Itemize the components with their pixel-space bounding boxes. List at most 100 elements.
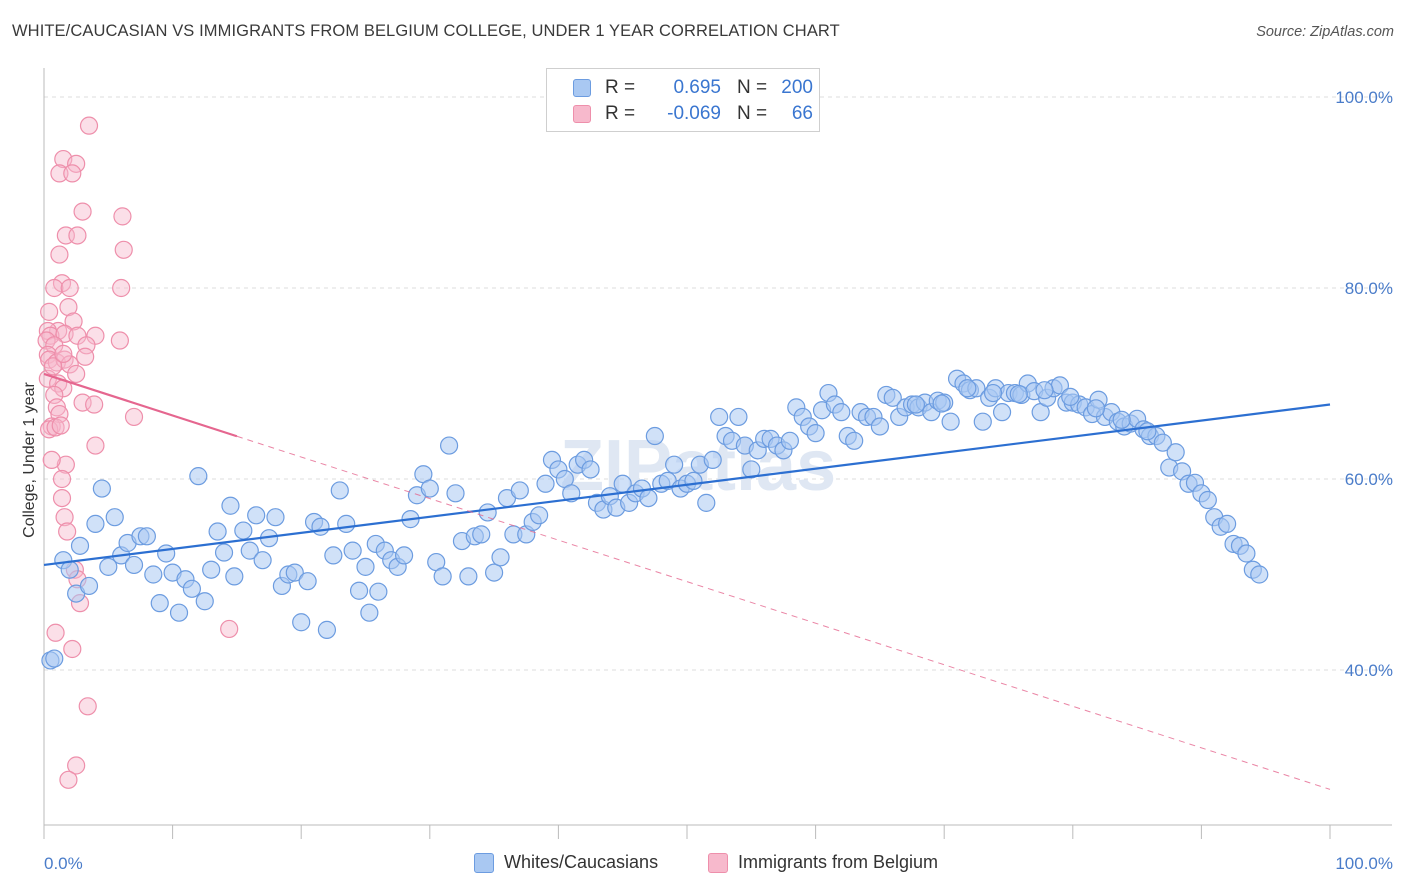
data-point-pink	[51, 416, 70, 435]
legend-n-label: N =	[737, 103, 768, 124]
data-point-blue	[360, 603, 379, 622]
data-point-blue	[710, 407, 729, 427]
chart-title: WHITE/CAUCASIAN VS IMMIGRANTS FROM BELGI…	[12, 22, 840, 40]
data-point-blue	[1237, 544, 1256, 563]
trend-line-blue	[43, 403, 1331, 567]
data-point-blue	[1112, 410, 1131, 429]
data-point-blue	[157, 544, 176, 563]
data-point-blue	[311, 517, 330, 536]
data-point-blue	[169, 603, 189, 622]
data-point-blue	[780, 431, 799, 450]
data-point-pink	[59, 298, 78, 317]
data-point-pink	[112, 278, 131, 298]
source-label: Source: ZipAtlas.com	[1256, 24, 1394, 40]
y-tick-label: 100.0%	[1335, 88, 1393, 107]
trend-line-pink-dashed	[236, 435, 1331, 790]
legend-r-label: R =	[605, 103, 636, 124]
data-point-blue	[105, 508, 124, 527]
data-point-pink	[68, 226, 87, 245]
data-point-blue	[645, 426, 664, 446]
x-tick-label: 0.0%	[44, 854, 83, 873]
data-point-blue	[221, 496, 240, 515]
data-point-pink	[86, 436, 105, 455]
data-point-blue	[1250, 565, 1269, 584]
data-point-blue	[973, 412, 992, 431]
data-point-blue	[446, 484, 465, 503]
data-point-blue	[478, 503, 497, 522]
data-point-blue	[298, 572, 317, 591]
data-point-pink	[124, 407, 144, 427]
data-point-blue	[684, 471, 703, 491]
blue-series	[41, 369, 1269, 670]
data-point-blue	[324, 546, 343, 565]
y-axis-label: College, Under 1 year	[21, 382, 38, 538]
data-point-pink	[85, 395, 104, 414]
data-point-blue	[932, 394, 951, 413]
data-point-blue	[485, 563, 504, 582]
data-point-blue	[195, 592, 214, 611]
data-point-blue	[472, 525, 491, 544]
data-point-pink	[55, 508, 74, 527]
legend: R = 0.695 N = 200 R = -0.069 N = 66	[546, 68, 820, 132]
data-point-blue	[1086, 399, 1106, 418]
data-point-blue	[79, 576, 99, 596]
data-point-blue	[639, 489, 658, 508]
legend-r-value: -0.069	[667, 103, 721, 124]
data-point-pink	[79, 116, 99, 135]
y-tick-label: 40.0%	[1345, 661, 1393, 680]
data-point-blue	[958, 379, 977, 398]
axes	[43, 68, 1392, 839]
data-point-pink	[50, 164, 69, 183]
legend-n-value: 200	[781, 77, 813, 98]
data-point-blue	[832, 403, 851, 422]
data-point-pink	[63, 164, 82, 183]
data-point-pink	[40, 420, 59, 439]
data-point-blue	[234, 521, 253, 540]
data-point-blue	[189, 467, 208, 486]
trend-lines	[43, 372, 1331, 790]
data-point-blue	[214, 543, 234, 562]
data-point-blue	[845, 431, 864, 450]
data-point-blue	[510, 481, 529, 500]
data-point-pink	[40, 302, 59, 321]
data-point-blue	[581, 460, 600, 479]
data-point-blue	[1009, 384, 1028, 404]
data-point-blue	[86, 514, 105, 533]
pink-series	[37, 116, 239, 789]
data-point-blue	[1166, 443, 1185, 462]
bottom-legend-label-blue: Whites/Caucasians	[504, 852, 659, 872]
data-point-blue	[330, 481, 349, 500]
data-point-blue	[208, 522, 227, 541]
bottom-legend-blue: Whites/Caucasians	[474, 852, 658, 873]
data-point-blue	[742, 460, 761, 479]
data-point-blue	[285, 563, 304, 582]
data-point-pink	[46, 623, 65, 642]
y-tick-label: 60.0%	[1345, 470, 1393, 489]
data-point-pink	[59, 770, 78, 789]
data-point-blue	[439, 436, 459, 455]
data-point-pink	[63, 639, 82, 659]
data-point-blue	[1218, 514, 1237, 533]
data-point-pink	[67, 154, 86, 173]
data-point-pink	[67, 364, 86, 384]
bottom-swatch-pink	[708, 852, 728, 873]
legend-row-blue: R = 0.695 N = 200	[573, 77, 813, 99]
data-point-blue	[356, 557, 375, 576]
data-point-blue	[144, 565, 163, 584]
data-point-blue	[240, 541, 259, 560]
data-point-pink	[78, 697, 97, 716]
data-point-blue	[992, 403, 1012, 422]
data-point-blue	[394, 546, 414, 565]
data-point-blue	[337, 514, 356, 533]
data-point-blue	[1198, 490, 1217, 510]
data-point-blue	[703, 450, 722, 469]
data-point-pink	[50, 245, 69, 264]
data-point-pink	[45, 278, 64, 298]
data-point-blue	[182, 579, 201, 598]
data-point-blue	[292, 613, 311, 632]
data-point-pink	[220, 619, 239, 639]
data-point-pink	[73, 202, 92, 221]
data-point-pink	[58, 522, 77, 541]
bottom-legend-label-pink: Immigrants from Belgium	[738, 852, 939, 872]
data-point-blue	[1035, 381, 1054, 400]
